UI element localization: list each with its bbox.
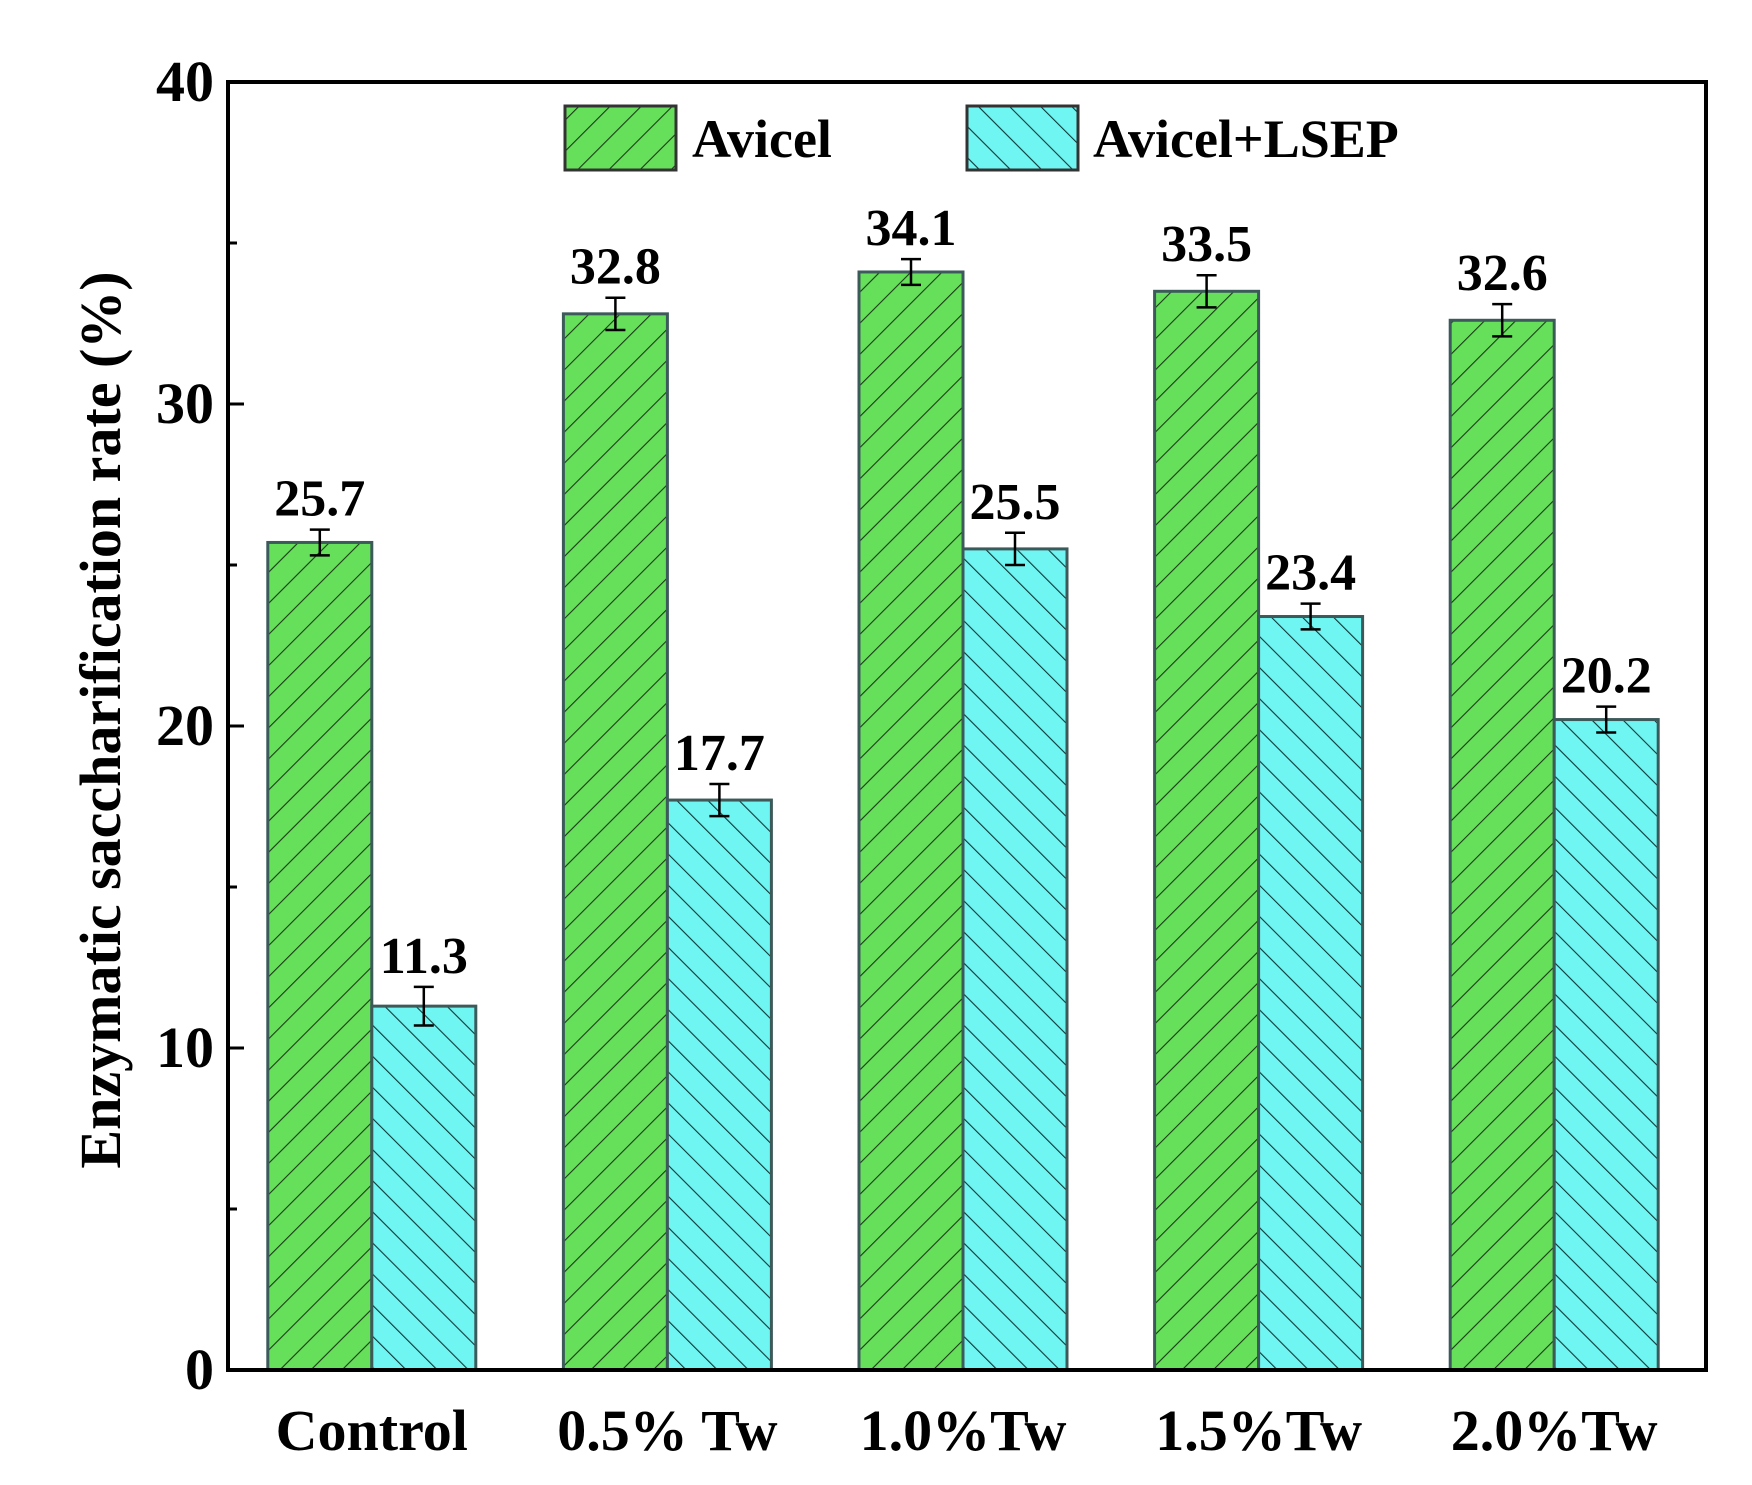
legend-swatch-avicel xyxy=(563,104,678,172)
y-axis-title: Enzymatic saccharification rate (%) xyxy=(68,271,133,1168)
x-tick-label-1: 0.5% Tw xyxy=(557,1398,777,1463)
legend: Avicel Avicel+LSEP xyxy=(563,104,1399,172)
value-label-avicel-lsep-2: 25.5 xyxy=(970,474,1061,531)
value-label-avicel-lsep-0: 11.3 xyxy=(380,928,468,985)
y-tick-label-10: 10 xyxy=(156,1015,214,1080)
bar-avicel-lsep-1 xyxy=(665,798,773,1372)
bar-avicel-4 xyxy=(1448,318,1556,1372)
bar-avicel-0 xyxy=(266,540,374,1372)
value-label-avicel-lsep-4: 20.2 xyxy=(1561,648,1652,705)
y-tick-label-20: 20 xyxy=(156,693,214,758)
x-tick-label-4: 2.0%Tw xyxy=(1451,1398,1658,1463)
bar-avicel-3 xyxy=(1153,289,1261,1372)
bar-avicel-1 xyxy=(561,312,669,1372)
bar-avicel-2 xyxy=(857,270,965,1372)
value-label-avicel-3: 33.5 xyxy=(1161,216,1252,273)
x-tick-label-3: 1.5%Tw xyxy=(1155,1398,1362,1463)
value-label-avicel-1: 32.8 xyxy=(570,239,661,296)
bar-avicel-lsep-4 xyxy=(1552,718,1660,1372)
legend-swatch-avicel-lsep xyxy=(965,104,1080,172)
plot-frame xyxy=(226,80,1708,1372)
x-tick-label-0: Control xyxy=(276,1398,468,1463)
value-label-avicel-4: 32.6 xyxy=(1457,245,1548,302)
legend-label-avicel: Avicel xyxy=(692,109,832,169)
bar-avicel-lsep-2 xyxy=(961,547,1069,1372)
bar-avicel-lsep-3 xyxy=(1257,615,1365,1372)
x-tick-label-2: 1.0%Tw xyxy=(860,1398,1067,1463)
y-tick-label-40: 40 xyxy=(156,49,214,114)
bar-avicel-lsep-0 xyxy=(370,1004,478,1372)
value-label-avicel-lsep-3: 23.4 xyxy=(1265,545,1356,602)
value-label-avicel-lsep-1: 17.7 xyxy=(674,725,765,782)
value-label-avicel-0: 25.7 xyxy=(274,471,365,528)
y-tick-label-0: 0 xyxy=(185,1337,214,1402)
legend-label-avicel-lsep: Avicel+LSEP xyxy=(1093,109,1399,169)
value-label-avicel-2: 34.1 xyxy=(866,200,957,257)
y-tick-label-30: 30 xyxy=(156,371,214,436)
